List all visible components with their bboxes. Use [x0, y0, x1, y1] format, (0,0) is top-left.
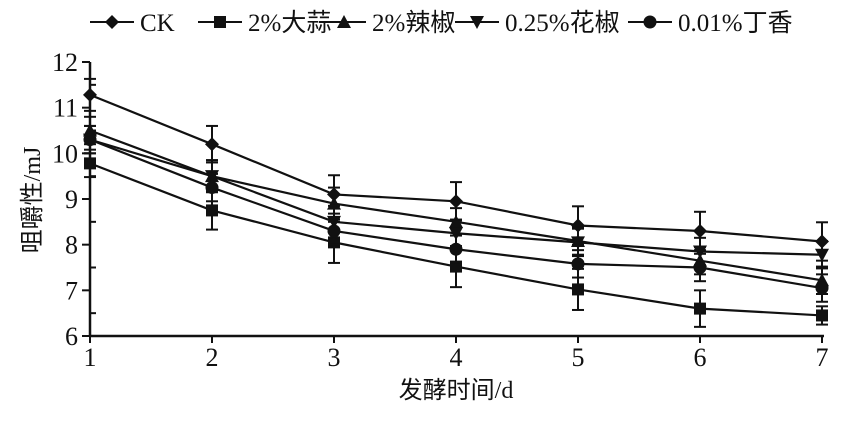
data-point — [449, 242, 463, 256]
data-point — [449, 194, 463, 209]
data-point — [816, 309, 828, 322]
data-point — [693, 245, 707, 259]
y-tick-label: 8 — [65, 231, 78, 260]
legend-label: CK — [140, 10, 175, 37]
data-point — [83, 133, 97, 147]
x-tick-label: 6 — [694, 343, 707, 372]
y-axis-label: 咀嚼性/mJ — [19, 147, 46, 254]
data-point — [694, 302, 706, 315]
x-tick-label: 1 — [84, 343, 97, 372]
legend-label: 0.25%花椒 — [505, 9, 620, 37]
data-point — [205, 181, 219, 195]
data-point — [693, 261, 707, 274]
y-tick-label: 11 — [53, 94, 78, 123]
legend-label: 0.01%丁香 — [678, 9, 793, 37]
data-point — [572, 283, 584, 296]
legend-label: 2%大蒜 — [248, 9, 331, 37]
data-point — [83, 87, 97, 102]
data-point — [205, 137, 219, 152]
data-point — [571, 236, 585, 250]
y-tick-label: 12 — [52, 48, 78, 77]
data-point — [327, 224, 341, 238]
data-point — [815, 281, 829, 295]
x-tick-label: 7 — [816, 343, 829, 372]
x-axis-label: 发酵时间/d — [399, 377, 514, 404]
y-tick-label: 9 — [65, 185, 78, 214]
legend-marker — [105, 15, 119, 29]
y-tick-label: 10 — [52, 139, 78, 168]
data-point — [815, 248, 829, 262]
legend-marker — [470, 16, 484, 29]
x-tick-label: 2 — [206, 343, 219, 372]
legend-marker — [214, 16, 226, 28]
x-tick-label: 5 — [572, 343, 585, 372]
data-point — [571, 257, 585, 271]
data-point — [449, 227, 463, 241]
y-tick-label: 6 — [65, 322, 78, 351]
legend-marker — [337, 15, 351, 28]
legend-label: 2%辣椒 — [372, 9, 455, 37]
x-tick-label: 3 — [328, 343, 341, 372]
legend-marker — [643, 15, 657, 29]
x-tick-label: 4 — [450, 343, 463, 372]
data-point — [693, 223, 707, 238]
data-point — [206, 204, 218, 217]
y-tick-label: 7 — [65, 276, 78, 305]
data-point — [84, 157, 96, 170]
